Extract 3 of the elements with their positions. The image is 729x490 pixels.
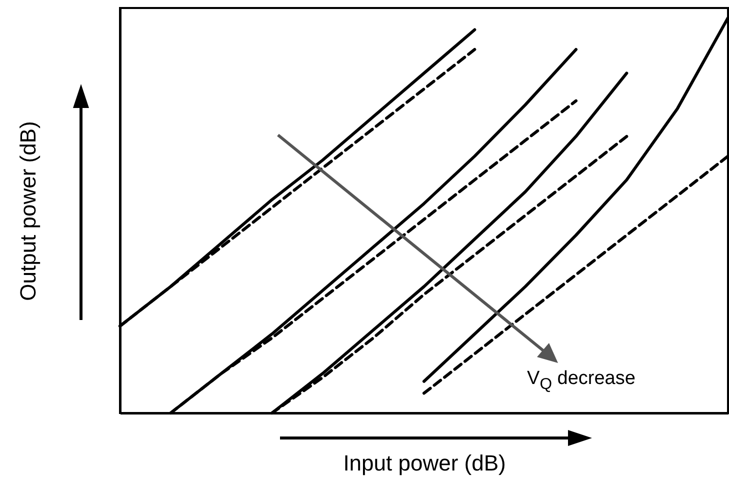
annotation: V$_{Q}$ decrease (527, 368, 636, 394)
x-axis-title: Input power (dB) (343, 450, 506, 476)
y-axis-title: Output power (dB) (16, 121, 40, 301)
